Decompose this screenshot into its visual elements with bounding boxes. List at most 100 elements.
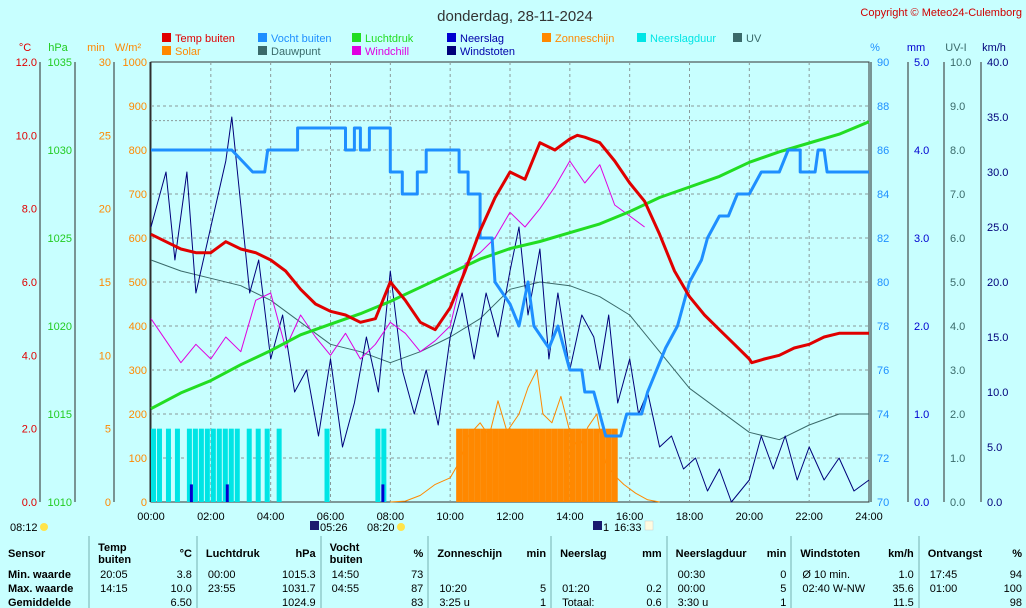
sunshine-bar bbox=[569, 428, 576, 502]
sunshine-bar bbox=[515, 428, 522, 502]
rain-duration-bar bbox=[198, 428, 204, 502]
stats-cell-time bbox=[195, 596, 266, 608]
sunshine-bar bbox=[563, 428, 570, 502]
legend-swatch bbox=[447, 46, 456, 55]
stats-header-name: Temp buiten bbox=[88, 536, 150, 568]
legend-swatch bbox=[542, 33, 551, 42]
rain-duration-bar bbox=[276, 428, 282, 502]
rain-tick-label: 4.0 bbox=[914, 145, 929, 157]
wind-tick-label: 15.0 bbox=[987, 332, 1008, 344]
rain-duration-bar bbox=[151, 428, 156, 502]
stats-cell-time bbox=[427, 568, 508, 582]
pressure-tick-label: 1030 bbox=[48, 145, 72, 157]
stats-row-label: Min. waarde bbox=[8, 569, 71, 581]
wind-tick-label: 30.0 bbox=[987, 167, 1008, 179]
stats-cell-value: 98 bbox=[1009, 597, 1022, 608]
stats-cell-value: 73 bbox=[411, 569, 424, 581]
stats-header-name: Neerslagduur bbox=[665, 536, 748, 568]
sunshine-bar bbox=[474, 428, 481, 502]
sunshine-bar bbox=[557, 428, 564, 502]
x-tick-label: 10:00 bbox=[436, 511, 464, 523]
solar-tick-label: 500 bbox=[129, 277, 147, 289]
rain-bar bbox=[189, 484, 193, 502]
humidity-tick-label: 82 bbox=[877, 233, 889, 245]
uv-tick-label: 7.0 bbox=[950, 189, 965, 201]
stats-cell-time: Totaal: bbox=[550, 596, 622, 608]
stats-row-label: Gemiddelde bbox=[8, 597, 71, 608]
rain-axis-unit: mm bbox=[907, 42, 925, 54]
sunmin-tick-label: 25 bbox=[99, 130, 111, 142]
stats-header-unit: min bbox=[526, 548, 547, 560]
wind-tick-label: 10.0 bbox=[987, 387, 1008, 399]
humidity-tick-label: 80 bbox=[877, 277, 889, 289]
humidity-tick-label: 86 bbox=[877, 145, 889, 157]
solar-axis-unit: W/m² bbox=[115, 42, 142, 54]
series-windstoten bbox=[150, 116, 870, 503]
sunset-time: 16:33 bbox=[614, 522, 642, 534]
dawn-icon bbox=[310, 521, 319, 530]
series-solar bbox=[390, 369, 660, 503]
solar-tick-label: 700 bbox=[129, 189, 147, 201]
stats-cell-value: 35.6 bbox=[892, 583, 914, 595]
sun-times-row: 08:12 05:26 08:20 1 16:33 bbox=[10, 520, 654, 534]
temp-tick-label: 4.0 bbox=[22, 350, 37, 362]
uv-tick-label: 0.0 bbox=[950, 497, 965, 509]
uv-tick-label: 8.0 bbox=[950, 145, 965, 157]
legend-swatch bbox=[733, 33, 742, 42]
temp-axis-unit: °C bbox=[19, 42, 31, 54]
sunset-marker: 1 bbox=[603, 522, 609, 534]
stats-cell-time: 04:55 bbox=[319, 582, 386, 596]
sun-icon bbox=[40, 523, 48, 531]
stats-row: Min. waarde 20:05 3.8 00:00 1015.3 14:50 73 00:… bbox=[0, 568, 1026, 582]
legend-label: Windchill bbox=[365, 46, 409, 58]
x-tick-label: 02:00 bbox=[197, 511, 225, 523]
sunshine-bar bbox=[480, 428, 487, 502]
uv-tick-label: 2.0 bbox=[950, 409, 965, 421]
pressure-axis-unit: hPa bbox=[48, 42, 68, 54]
solar-tick-label: 1000 bbox=[123, 57, 147, 69]
legend-swatch bbox=[258, 33, 267, 42]
sunmin-tick-label: 0 bbox=[105, 497, 111, 509]
solar-tick-label: 100 bbox=[129, 453, 147, 465]
humidity-tick-label: 76 bbox=[877, 365, 889, 377]
rain-duration-bar bbox=[246, 428, 252, 502]
sunrise-time: 08:12 bbox=[10, 522, 38, 534]
legend-label: Dauwpunt bbox=[271, 46, 321, 58]
sunshine-bar bbox=[462, 428, 469, 502]
stats-header-unit: hPa bbox=[295, 548, 316, 560]
stats-header-name: Zonneschijn bbox=[427, 536, 508, 568]
stats-cell-time bbox=[917, 596, 985, 608]
pressure-tick-label: 1015 bbox=[48, 409, 72, 421]
stats-cell-value: 6.50 bbox=[170, 597, 192, 608]
stats-row: Gemiddelde 6.50 1024.9 83 3:25 u 1 Totaal: 0.6 3… bbox=[0, 596, 1026, 608]
series-luchtdruk bbox=[150, 120, 870, 411]
sunmin-tick-label: 10 bbox=[99, 350, 111, 362]
stats-header-label: Sensor bbox=[8, 548, 46, 560]
rain-duration-bar bbox=[204, 428, 210, 502]
rain-duration-bar bbox=[381, 428, 387, 502]
stats-cell-value: 0 bbox=[780, 569, 787, 581]
sunshine-bar bbox=[539, 428, 546, 502]
stats-cell-value: 94 bbox=[1009, 569, 1022, 581]
rain-bar bbox=[381, 484, 385, 502]
humidity-tick-label: 78 bbox=[877, 321, 889, 333]
uv-tick-label: 3.0 bbox=[950, 365, 965, 377]
sunshine-bar bbox=[605, 428, 612, 502]
legend-label: Luchtdruk bbox=[365, 33, 414, 45]
stats-cell-time bbox=[319, 596, 386, 608]
stats-row-label: Max. waarde bbox=[8, 583, 74, 595]
sunmin-tick-label: 15 bbox=[99, 277, 111, 289]
stats-cell-value bbox=[621, 568, 666, 582]
humidity-axis-unit: % bbox=[870, 42, 880, 54]
sunshine-bar bbox=[611, 428, 618, 502]
uv-tick-label: 10.0 bbox=[950, 57, 971, 69]
statistics-table: Sensor Temp buiten °C Luchtdruk hPa Vocht bui… bbox=[0, 536, 1026, 608]
stats-header-unit: % bbox=[1012, 548, 1022, 560]
stats-cell-time: 14:15 bbox=[88, 582, 150, 596]
rain-tick-label: 5.0 bbox=[914, 57, 929, 69]
sunshine-bar bbox=[498, 428, 505, 502]
stats-cell-time: 20:05 bbox=[88, 568, 150, 582]
rain-tick-label: 1.0 bbox=[914, 409, 929, 421]
legend-swatch bbox=[352, 46, 361, 55]
stats-cell-value: 1 bbox=[780, 597, 787, 608]
